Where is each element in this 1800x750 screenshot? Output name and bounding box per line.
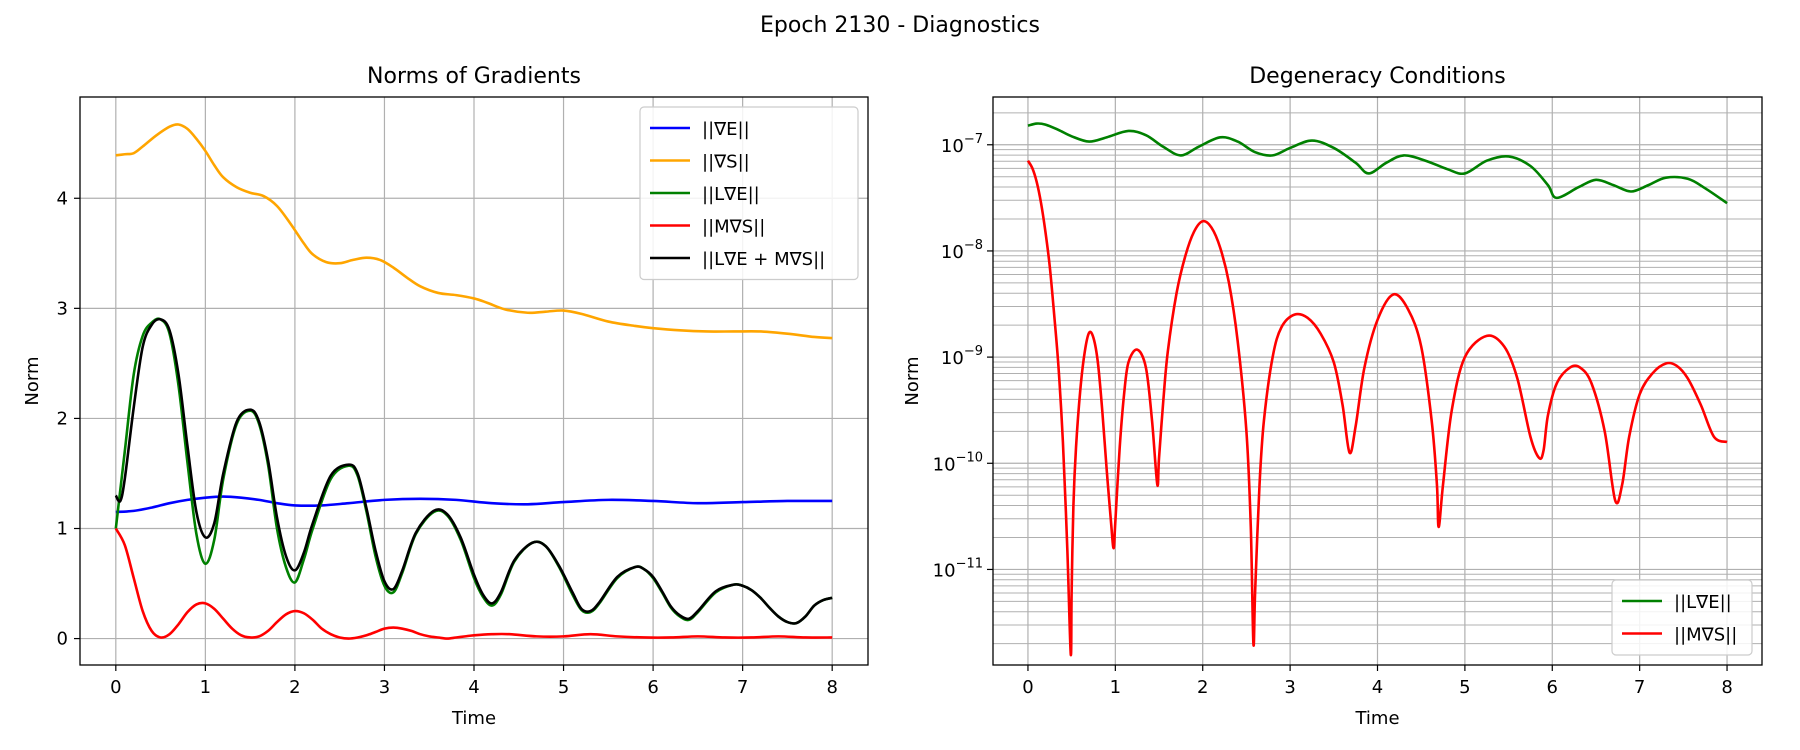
legend-label: ||∇E|| xyxy=(702,119,750,140)
legend-label: ||∇S|| xyxy=(702,152,750,173)
series-line-1 xyxy=(115,495,833,514)
y-tick-label: 3 xyxy=(57,298,68,319)
x-tick-label: 6 xyxy=(647,677,658,698)
x-tick-label: 6 xyxy=(1547,677,1558,698)
series-line-1 xyxy=(1027,122,1728,205)
y-tick-label: 1 xyxy=(57,519,68,540)
series-group xyxy=(1026,122,1728,657)
series-group xyxy=(114,123,833,640)
x-tick-label: 2 xyxy=(1197,677,1208,698)
series-line-2 xyxy=(115,123,833,340)
legend: ||L∇E|| ||M∇S|| xyxy=(1611,579,1753,656)
x-tick-label: 8 xyxy=(826,677,837,698)
x-tick-label: 4 xyxy=(1372,677,1383,698)
x-tick-label: 3 xyxy=(379,677,390,698)
legend-label: ||L∇E|| xyxy=(702,184,760,205)
right-chart-degeneracy-conditions: 0 1 2 3 4 5 6 7 8 10−11 10−10 10−9 10−8 10−7 Degenerac… xyxy=(902,64,1763,729)
axes-title: Degeneracy Conditions xyxy=(1249,64,1506,89)
series-line-4 xyxy=(114,527,833,640)
x-tick-label: 5 xyxy=(1459,677,1470,698)
y-tick-label: 2 xyxy=(57,408,68,429)
series-line-5 xyxy=(114,317,833,625)
legend-label: ||M∇S|| xyxy=(702,217,765,238)
left-chart-norms-of-gradients: 0 1 2 3 4 5 6 7 8 0 1 2 3 4 Norms of Gradients Time Norm… xyxy=(22,64,869,729)
y-tick-label: 10−11 xyxy=(933,556,983,581)
y-tick-label: 10−8 xyxy=(941,238,983,263)
y-tick-label: 0 xyxy=(57,629,68,650)
x-axis-label: Time xyxy=(451,708,496,729)
legend: ||∇E|| ||∇S|| ||L∇E|| ||M∇S|| ||L∇E + M∇S|| xyxy=(639,106,859,281)
x-tick-label: 5 xyxy=(558,677,569,698)
y-tick-label: 10−10 xyxy=(933,450,983,475)
x-tick-label: 2 xyxy=(289,677,300,698)
legend-label: ||L∇E + M∇S|| xyxy=(702,249,825,270)
x-tick-label: 8 xyxy=(1721,677,1732,698)
y-tick-label: 4 xyxy=(57,188,68,209)
x-tick-label: 7 xyxy=(737,677,748,698)
x-tick-label: 4 xyxy=(468,677,479,698)
legend-label: ||M∇S|| xyxy=(1674,625,1737,646)
legend-box xyxy=(639,106,859,281)
x-tick-label: 0 xyxy=(1022,677,1033,698)
y-tick-label: 10−7 xyxy=(941,132,983,157)
x-tick-label: 7 xyxy=(1634,677,1645,698)
figure-title: Epoch 2130 - Diagnostics xyxy=(760,13,1040,38)
x-tick-label: 3 xyxy=(1284,677,1295,698)
x-axis-label: Time xyxy=(1354,708,1399,729)
x-tick-label: 1 xyxy=(1110,677,1121,698)
y-axis-label: Norm xyxy=(902,356,923,405)
legend-label: ||L∇E|| xyxy=(1674,592,1732,613)
y-axis-label: Norm xyxy=(22,356,43,405)
x-tick-label: 0 xyxy=(110,677,121,698)
y-tick-label: 10−9 xyxy=(941,344,983,369)
legend-box xyxy=(1611,579,1753,656)
series-line-2 xyxy=(1026,160,1728,657)
x-tick-label: 1 xyxy=(200,677,211,698)
axes-title: Norms of Gradients xyxy=(367,64,581,89)
